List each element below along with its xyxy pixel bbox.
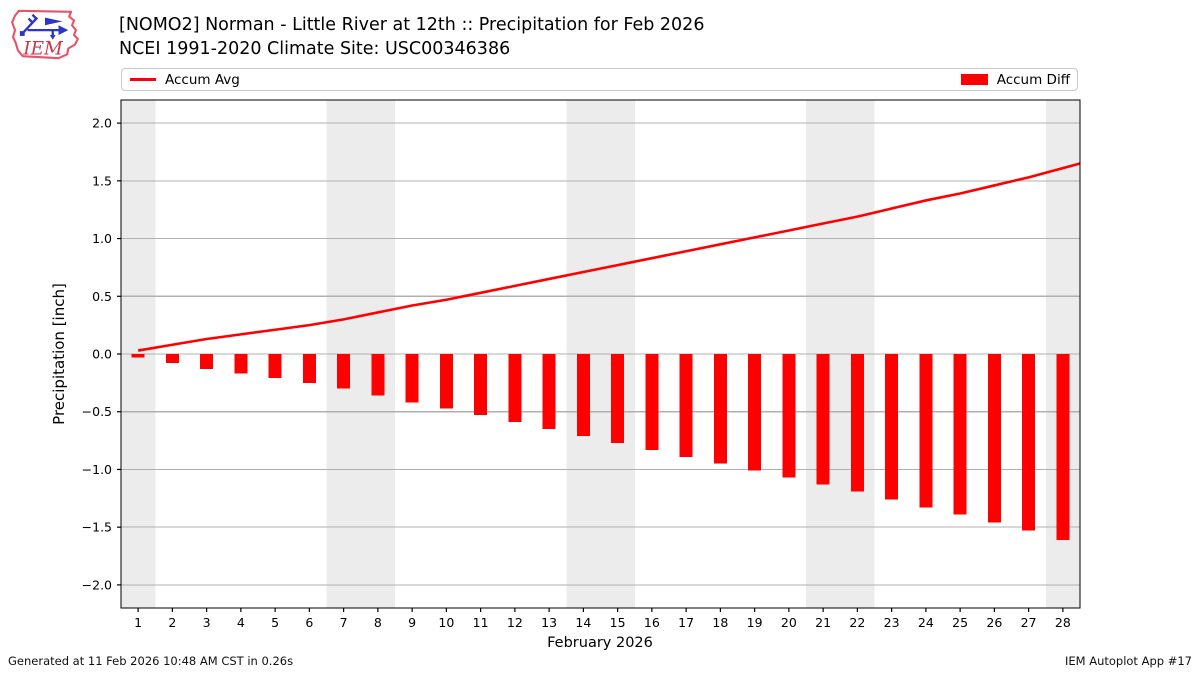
svg-text:26: 26 <box>986 615 1002 630</box>
svg-text:3: 3 <box>203 615 211 630</box>
svg-text:15: 15 <box>610 615 626 630</box>
svg-text:13: 13 <box>541 615 557 630</box>
weather-vane-icon <box>19 13 69 40</box>
iowa-outline <box>11 9 79 60</box>
svg-text:8: 8 <box>374 615 382 630</box>
accum-avg-line <box>137 162 1081 352</box>
svg-text:12: 12 <box>507 615 523 630</box>
svg-text:7: 7 <box>340 615 348 630</box>
iem-logo: IEM <box>11 9 79 60</box>
logo-text: IEM <box>22 38 64 59</box>
svg-text:27: 27 <box>1021 615 1037 630</box>
svg-text:11: 11 <box>473 615 489 630</box>
svg-text:−0.5: −0.5 <box>82 404 112 419</box>
legend-item-accum-avg: Accum Avg <box>130 72 240 88</box>
svg-text:6: 6 <box>305 615 313 630</box>
x-axis-label: February 2026 <box>547 635 653 651</box>
chart-subtitle: NCEI 1991-2020 Climate Site: USC00346386 <box>119 39 511 59</box>
app-credit: IEM Autoplot App #17 <box>1064 654 1192 668</box>
svg-text:22: 22 <box>849 615 865 630</box>
svg-text:2.0: 2.0 <box>92 116 112 131</box>
accum-avg-line-swatch <box>130 77 156 82</box>
svg-text:1.0: 1.0 <box>92 231 112 246</box>
legend: Accum Avg Accum Diff <box>121 68 1078 91</box>
svg-text:2: 2 <box>168 615 176 630</box>
svg-text:0.0: 0.0 <box>92 347 112 362</box>
title-block: [NOMO2] Norman - Little River at 12th ::… <box>119 13 704 61</box>
accum-diff-bars <box>131 354 1070 540</box>
svg-text:17: 17 <box>678 615 694 630</box>
svg-text:−1.0: −1.0 <box>82 462 112 477</box>
y-axis-label: Precipitation [inch] <box>50 283 68 425</box>
svg-text:24: 24 <box>918 615 934 630</box>
generated-timestamp: Generated at 11 Feb 2026 10:48 AM CST in… <box>8 654 294 668</box>
accum-diff-patch-swatch <box>960 74 988 85</box>
svg-text:23: 23 <box>884 615 900 630</box>
svg-text:10: 10 <box>438 615 454 630</box>
svg-text:4: 4 <box>237 615 245 630</box>
svg-text:−1.5: −1.5 <box>82 520 112 535</box>
svg-text:25: 25 <box>952 615 968 630</box>
svg-text:19: 19 <box>747 615 763 630</box>
accum-avg-label: Accum Avg <box>165 71 240 88</box>
svg-text:20: 20 <box>781 615 797 630</box>
svg-text:9: 9 <box>408 615 416 630</box>
legend-item-accum-diff: Accum Diff <box>960 71 1070 88</box>
svg-text:−2.0: −2.0 <box>82 577 112 592</box>
chart-title: [NOMO2] Norman - Little River at 12th ::… <box>119 15 705 35</box>
svg-text:5: 5 <box>271 615 279 630</box>
svg-text:0.5: 0.5 <box>92 289 112 304</box>
accum-diff-label: Accum Diff <box>996 71 1070 88</box>
svg-text:18: 18 <box>712 615 728 630</box>
svg-text:28: 28 <box>1055 615 1071 630</box>
svg-text:1.5: 1.5 <box>92 173 112 188</box>
svg-text:14: 14 <box>575 615 591 630</box>
x-axis-ticks: 1 2 3 4 5 6 7 8 9 10 11 12 13 14 15 16 17 18 19 20 21 22 23 24 2… <box>134 608 1071 630</box>
svg-text:1: 1 <box>134 615 142 630</box>
y-axis-ticks: −2.0 −1.5 −1.0 −0.5 0.0 0.5 1.0 1.5 2.0 <box>82 116 121 592</box>
svg-text:21: 21 <box>815 615 831 630</box>
svg-text:16: 16 <box>644 615 660 630</box>
